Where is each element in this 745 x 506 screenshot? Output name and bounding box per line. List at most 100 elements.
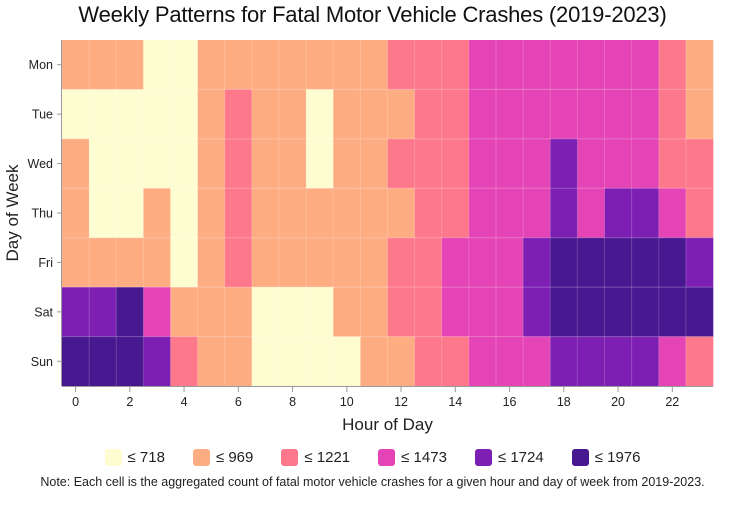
heatmap-cell	[197, 89, 226, 140]
heatmap-cell	[604, 40, 632, 90]
legend-label: ≤ 1724	[497, 449, 544, 466]
heatmap-cell	[333, 287, 361, 337]
heatmap-cell	[577, 188, 605, 239]
heatmap-cell	[496, 89, 524, 140]
legend-item: ≤ 969	[192, 449, 253, 466]
heatmap-cell	[360, 188, 388, 239]
heatmap-cell	[631, 287, 660, 337]
x-tick-label: 14	[448, 395, 462, 409]
heatmap-cell	[441, 336, 470, 387]
heatmap-cell	[143, 287, 171, 337]
heatmap-cell	[577, 89, 605, 140]
legend-item: ≤ 1724	[474, 449, 544, 466]
heatmap-cell	[468, 237, 497, 288]
heatmap-cell	[170, 138, 198, 189]
x-tick-label: 2	[126, 395, 133, 409]
heatmap-cell	[631, 138, 660, 189]
heatmap-cell	[604, 89, 632, 140]
heatmap-cell	[631, 188, 660, 239]
heatmap-cell	[170, 287, 198, 337]
heatmap-cell	[62, 138, 90, 189]
heatmap-cell	[387, 89, 415, 140]
x-tick-label: 20	[611, 395, 625, 409]
heatmap-cell	[224, 237, 253, 288]
heatmap-cell	[496, 287, 524, 337]
legend-label: ≤ 1221	[304, 449, 351, 466]
heatmap-cell	[224, 40, 253, 90]
heatmap-cell	[306, 336, 334, 387]
heatmap-cell	[333, 188, 361, 239]
heatmap-cell	[251, 237, 280, 288]
heatmap-cell	[387, 336, 415, 387]
heatmap-cell	[685, 40, 714, 90]
x-tick-label: 0	[72, 395, 79, 409]
y-tick-label: Fri	[38, 256, 53, 270]
heatmap-cell	[523, 89, 551, 140]
heatmap-cell	[387, 188, 415, 239]
heatmap-cell	[62, 287, 90, 337]
heatmap-cell	[224, 138, 253, 189]
heatmap-cell	[306, 40, 334, 90]
heatmap-cell	[414, 287, 443, 337]
heatmap-cell	[89, 138, 117, 189]
heatmap-cell	[251, 40, 280, 90]
heatmap-cell	[441, 89, 470, 140]
heatmap-cell	[523, 40, 551, 90]
heatmap-cell	[685, 287, 714, 337]
heatmap-cell	[685, 336, 714, 387]
heatmap-cell	[604, 287, 632, 337]
heatmap-cell	[197, 138, 226, 189]
heatmap-cell	[279, 188, 307, 239]
y-tick-label: Thu	[31, 207, 53, 221]
heatmap-cell	[89, 188, 117, 239]
heatmap-cell	[197, 237, 226, 288]
heatmap-cell	[62, 237, 90, 288]
heatmap-cell	[387, 237, 415, 288]
heatmap-cell	[197, 188, 226, 239]
heatmap-cell	[523, 287, 551, 337]
legend-item: ≤ 718	[104, 449, 165, 466]
heatmap-cell	[685, 237, 714, 288]
heatmap-cell	[387, 138, 415, 189]
heatmap-cell	[170, 89, 198, 140]
heatmap-cell	[550, 188, 578, 239]
heatmap-cell	[89, 237, 117, 288]
heatmap-cell	[414, 89, 443, 140]
x-tick-label: 12	[394, 395, 408, 409]
x-tick-label: 8	[289, 395, 296, 409]
heatmap-cell	[360, 336, 388, 387]
heatmap-cell	[306, 89, 334, 140]
heatmap-cell	[143, 138, 171, 189]
heatmap-cell	[550, 138, 578, 189]
heatmap-cell	[496, 336, 524, 387]
legend-swatch	[571, 449, 589, 466]
heatmap-cell	[577, 40, 605, 90]
heatmap-cell	[631, 89, 660, 140]
heatmap-cell	[496, 40, 524, 90]
legend-label: ≤ 718	[127, 449, 165, 466]
heatmap-cell	[333, 40, 361, 90]
legend-label: ≤ 1976	[594, 449, 641, 466]
heatmap-cell	[143, 40, 171, 90]
heatmap-cell	[387, 40, 415, 90]
x-axis-title: Hour of Day	[342, 415, 433, 434]
heatmap-cell	[577, 237, 605, 288]
heatmap-cell	[89, 287, 117, 337]
heatmap-cell	[658, 138, 687, 189]
chart-note: Note: Each cell is the aggregated count …	[40, 475, 705, 489]
heatmap-cell	[62, 188, 90, 239]
heatmap-cell	[89, 40, 117, 90]
heatmap-cell	[143, 188, 171, 239]
heatmap-cell	[577, 138, 605, 189]
heatmap-cell	[387, 287, 415, 337]
y-tick-label: Sun	[31, 355, 53, 369]
heatmap-cell	[224, 188, 253, 239]
y-tick-label: Mon	[29, 58, 53, 72]
heatmap-cell	[62, 336, 90, 387]
legend-swatch	[281, 449, 299, 466]
heatmap-cell	[279, 89, 307, 140]
heatmap-cell	[197, 336, 226, 387]
heatmap-cell	[251, 188, 280, 239]
heatmap-cell	[523, 188, 551, 239]
heatmap-cell	[306, 287, 334, 337]
